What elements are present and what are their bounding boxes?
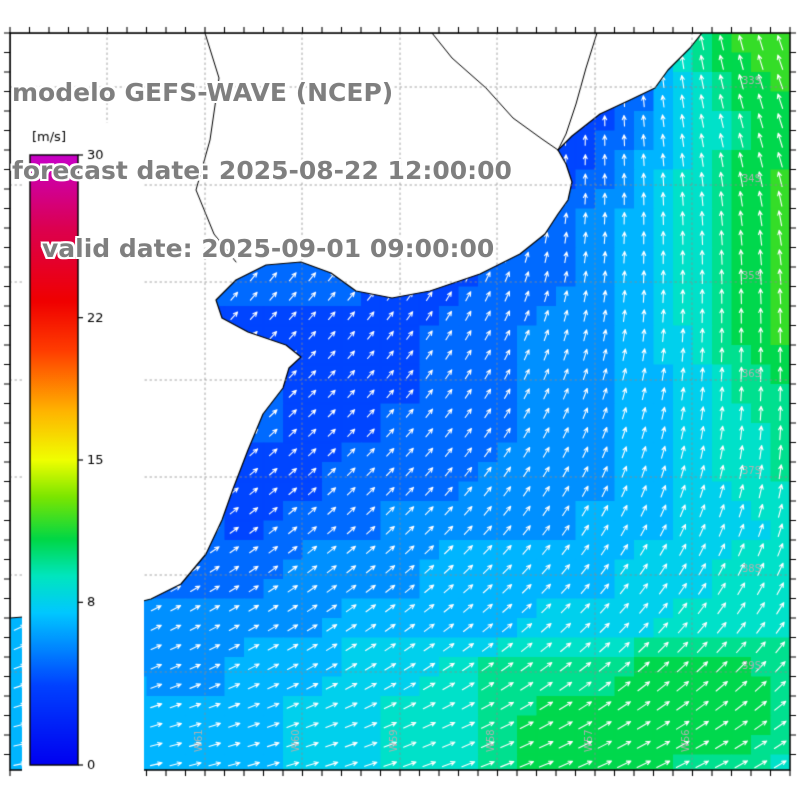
- forecast-date-label: forecast date: 2025-08-22 12:00:00: [12, 156, 512, 185]
- map-header: modelo GEFS-WAVE (NCEP) forecast date: 2…: [12, 28, 512, 314]
- model-title: modelo GEFS-WAVE (NCEP): [12, 78, 394, 107]
- valid-date-label: valid date: 2025-09-01 09:00:00: [42, 234, 495, 263]
